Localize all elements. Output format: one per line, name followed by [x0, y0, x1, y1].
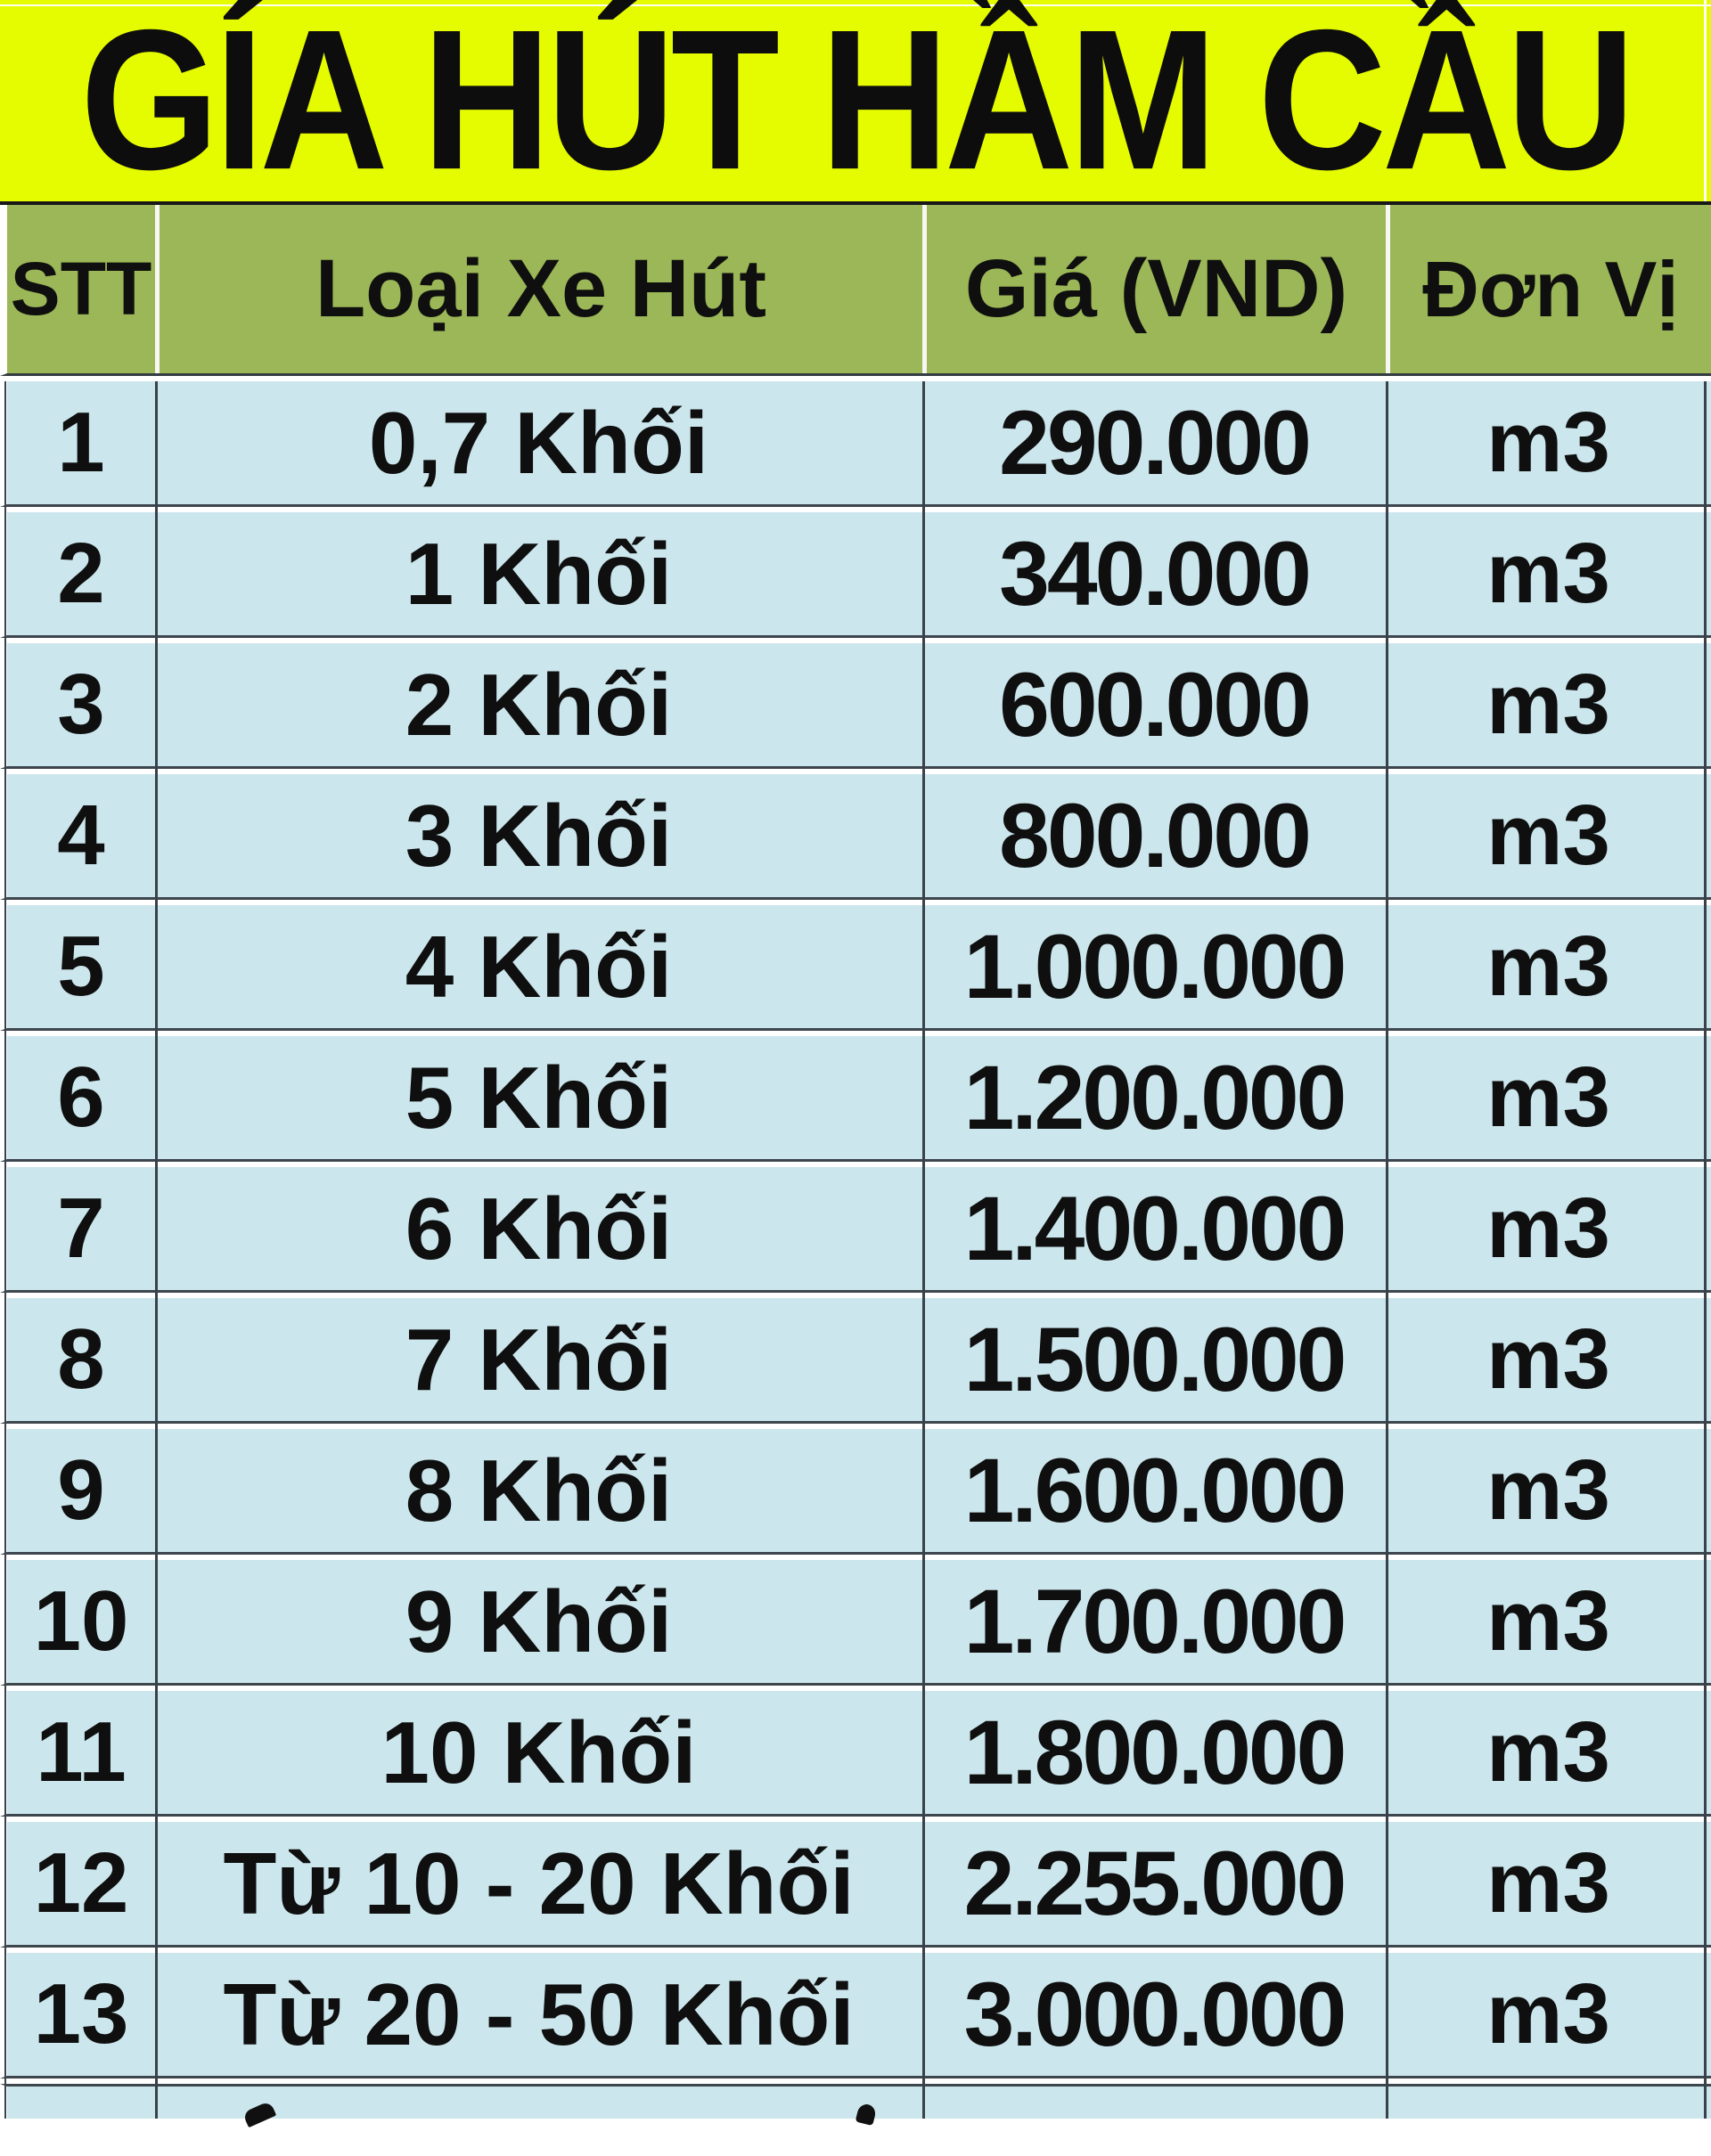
column-header-unit: Đơn Vị	[1386, 205, 1711, 373]
table-row: 4 3 Khối 800.000 m3	[0, 774, 1711, 900]
poster-title: GÍA HÚT HẦM CẦU	[80, 0, 1635, 205]
table-header-row: STT Loại Xe Hút Giá (VND) Đơn Vị	[0, 205, 1711, 376]
table-row: 12 Từ 10 - 20 Khối 2.255.000 m3	[0, 1822, 1711, 1948]
cell-price: 1.700.000	[922, 1560, 1386, 1683]
cell-unit: m3	[1386, 643, 1711, 766]
cell-type: 0,7 Khối	[155, 381, 922, 504]
cell-type: 8 Khối	[155, 1429, 922, 1552]
cell-type	[155, 2087, 922, 2128]
table-row: 7 6 Khối 1.400.000 m3	[0, 1167, 1711, 1293]
table-row: 2 1 Khối 340.000 m3	[0, 512, 1711, 638]
cell-stt: 13	[7, 1953, 155, 2076]
cell-stt: 10	[7, 1560, 155, 1683]
cell-type: 4 Khối	[155, 905, 922, 1028]
cell-price: 340.000	[922, 512, 1386, 635]
cell-type: 7 Khối	[155, 1298, 922, 1421]
cell-price: 1.200.000	[922, 1036, 1386, 1159]
cell-price: 1.000.000	[922, 905, 1386, 1028]
cell-price: 1.600.000	[922, 1429, 1386, 1552]
cell-type: Từ 10 - 20 Khối	[155, 1822, 922, 1945]
cell-stt: 3	[7, 643, 155, 766]
cell-price: 290.000	[922, 381, 1386, 504]
cell-stt: 7	[7, 1167, 155, 1290]
cell-stt: 6	[7, 1036, 155, 1159]
top-hairline	[0, 4, 1711, 6]
table-row: 8 7 Khối 1.500.000 m3	[0, 1298, 1711, 1424]
table-row: 5 4 Khối 1.000.000 m3	[0, 905, 1711, 1031]
cell-unit	[1386, 2087, 1711, 2119]
cell-unit: m3	[1386, 512, 1711, 635]
cell-stt	[7, 2087, 155, 2119]
cell-unit: m3	[1386, 1691, 1711, 1814]
column-header-stt: STT	[7, 205, 155, 373]
cell-price: 800.000	[922, 774, 1386, 897]
cell-type: 2 Khối	[155, 643, 922, 766]
table-row: 10 9 Khối 1.700.000 m3	[0, 1560, 1711, 1686]
table-row: 3 2 Khối 600.000 m3	[0, 643, 1711, 769]
cell-stt: 5	[7, 905, 155, 1028]
column-header-type: Loại Xe Hút	[155, 205, 922, 373]
grid-line-right-border	[1704, 381, 1707, 2119]
cell-stt: 2	[7, 512, 155, 635]
table-row-partial	[0, 2084, 1711, 2128]
clipped-text-tip	[855, 2102, 878, 2127]
cell-price: 1.800.000	[922, 1691, 1386, 1814]
cell-type: Từ 20 - 50 Khối	[155, 1953, 922, 2076]
cell-unit: m3	[1386, 1298, 1711, 1421]
cell-stt: 9	[7, 1429, 155, 1552]
cell-unit: m3	[1386, 1822, 1711, 1945]
cell-price: 600.000	[922, 643, 1386, 766]
cell-price: 2.255.000	[922, 1822, 1386, 1945]
cell-type: 6 Khối	[155, 1167, 922, 1290]
table-row: 13 Từ 20 - 50 Khối 3.000.000 m3	[0, 1953, 1711, 2078]
cell-price: 3.000.000	[922, 1953, 1386, 2076]
cell-price	[922, 2087, 1386, 2119]
table-row: 6 5 Khối 1.200.000 m3	[0, 1036, 1711, 1162]
clipped-text-tip	[242, 2100, 277, 2128]
cell-unit: m3	[1386, 905, 1711, 1028]
cell-type: 10 Khối	[155, 1691, 922, 1814]
cell-type: 3 Khối	[155, 774, 922, 897]
cell-price: 1.400.000	[922, 1167, 1386, 1290]
cell-stt: 11	[7, 1691, 155, 1814]
table-row: 9 8 Khối 1.600.000 m3	[0, 1429, 1711, 1555]
cell-stt: 4	[7, 774, 155, 897]
cell-unit: m3	[1386, 1429, 1711, 1552]
cell-stt: 1	[7, 381, 155, 504]
cell-unit: m3	[1386, 774, 1711, 897]
cell-unit: m3	[1386, 381, 1711, 504]
right-hairline	[1704, 0, 1707, 201]
cell-unit: m3	[1386, 1036, 1711, 1159]
grid-line-stt-type	[155, 381, 158, 2119]
cell-unit: m3	[1386, 1167, 1711, 1290]
cell-unit: m3	[1386, 1560, 1711, 1683]
grid-line-type-price	[922, 381, 925, 2119]
cell-unit: m3	[1386, 1953, 1711, 2076]
table-body: 1 0,7 Khối 290.000 m3 2 1 Khối 340.000 m…	[0, 381, 1711, 2128]
cell-type: 1 Khối	[155, 512, 922, 635]
cell-stt: 12	[7, 1822, 155, 1945]
cell-type: 5 Khối	[155, 1036, 922, 1159]
cell-type: 9 Khối	[155, 1560, 922, 1683]
grid-line-left-border	[4, 381, 6, 2119]
grid-line-price-unit	[1386, 381, 1388, 2119]
column-header-price: Giá (VND)	[922, 205, 1386, 373]
cell-stt: 8	[7, 1298, 155, 1421]
table-row: 1 0,7 Khối 290.000 m3	[0, 381, 1711, 507]
table-row: 11 10 Khối 1.800.000 m3	[0, 1691, 1711, 1817]
cell-price: 1.500.000	[922, 1298, 1386, 1421]
title-bar: GÍA HÚT HẦM CẦU	[0, 0, 1711, 205]
